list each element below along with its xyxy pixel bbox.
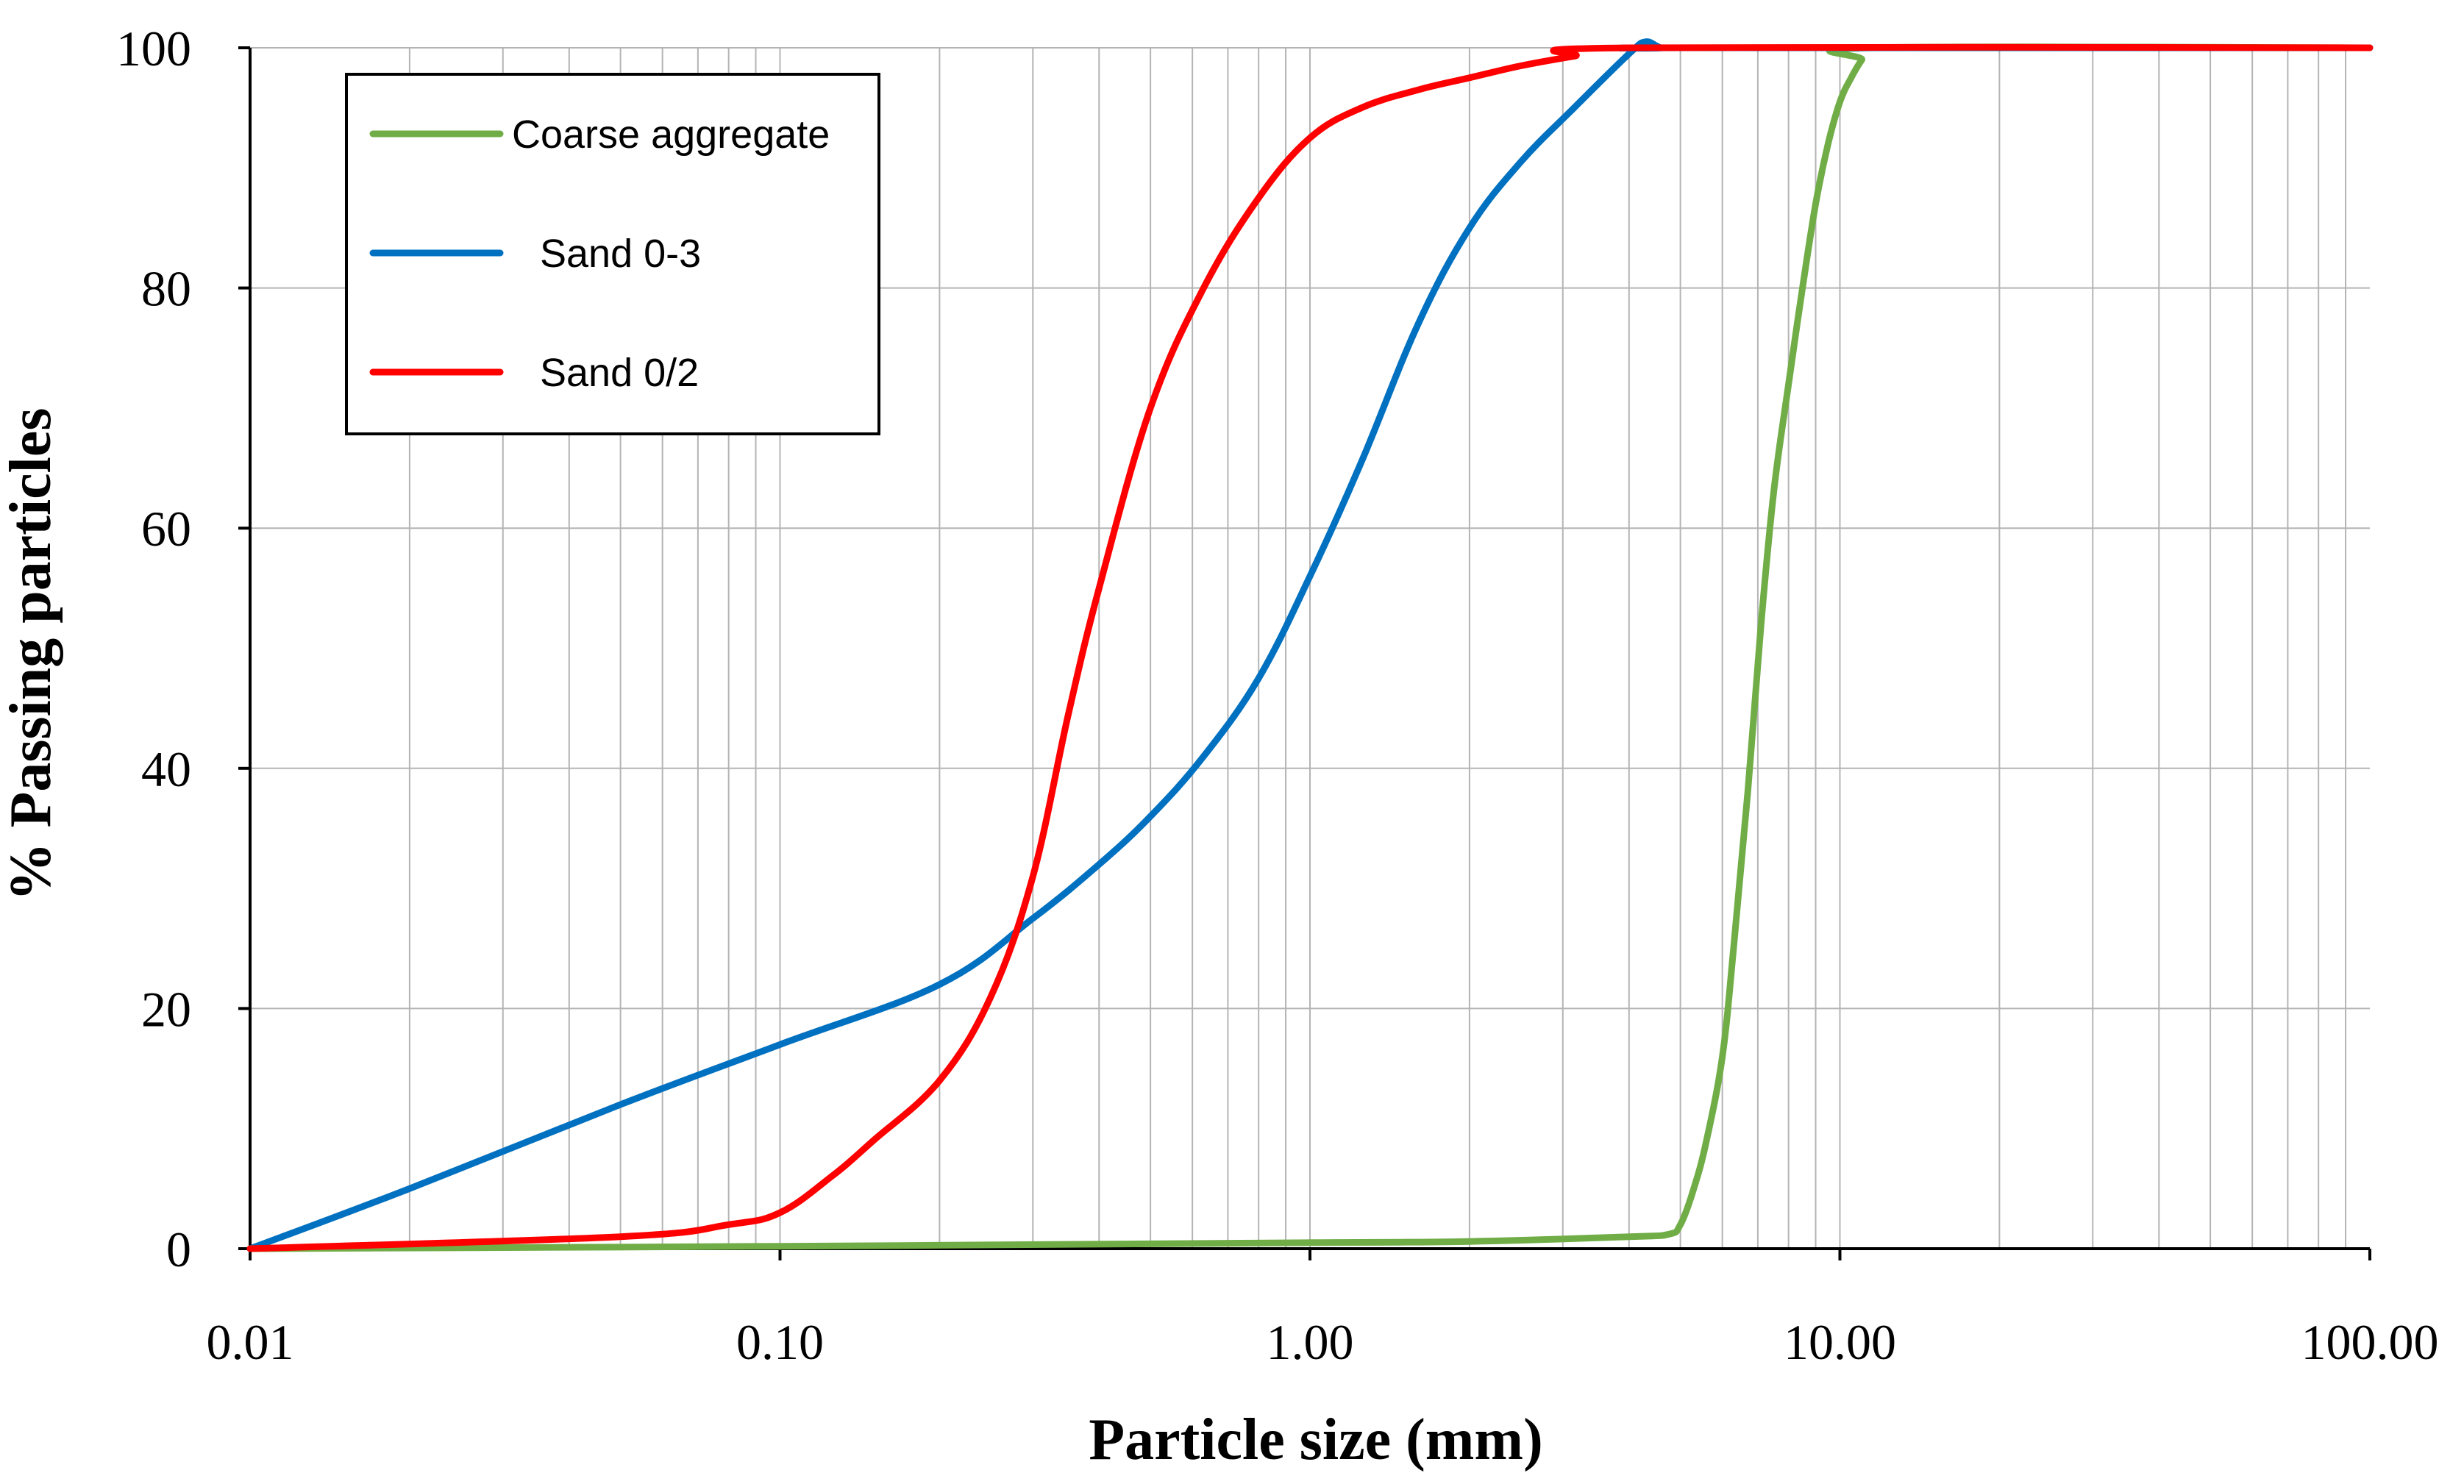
y-tick-label: 60 [141,501,191,557]
x-axis-title: Particle size (mm) [1089,1408,1542,1472]
y-axis-title: % Passing particles [0,407,63,901]
y-tick-label: 80 [141,261,191,317]
x-tick-label: 0.10 [736,1314,824,1370]
y-tick-label: 40 [141,741,191,797]
series-layer [246,38,2374,1252]
y-tick-label: 20 [141,981,191,1037]
legend-label-coarse-aggregate: Coarse aggregate [512,113,830,157]
series-line-sand-0-2 [246,43,2374,1252]
x-tick-label: 100.00 [2301,1314,2439,1370]
series-line-coarse-aggregate [246,43,2374,1252]
x-tick-label: 0.01 [207,1314,294,1370]
y-tick-label: 100 [116,21,191,76]
x-tick-label: 1.00 [1267,1314,1354,1370]
legend: Coarse aggregate Sand 0-3 Sand 0/2 [345,73,880,435]
y-tick-label: 0 [166,1221,191,1277]
x-tick-label: 10.00 [1784,1314,1896,1370]
legend-label-sand-0-3: Sand 0-3 [540,232,701,276]
legend-label-sand-0-2: Sand 0/2 [540,351,699,395]
tick-labels: 0 20 40 60 80 100 0.01 0.10 1.00 10.00 100.00 [116,21,2439,1370]
